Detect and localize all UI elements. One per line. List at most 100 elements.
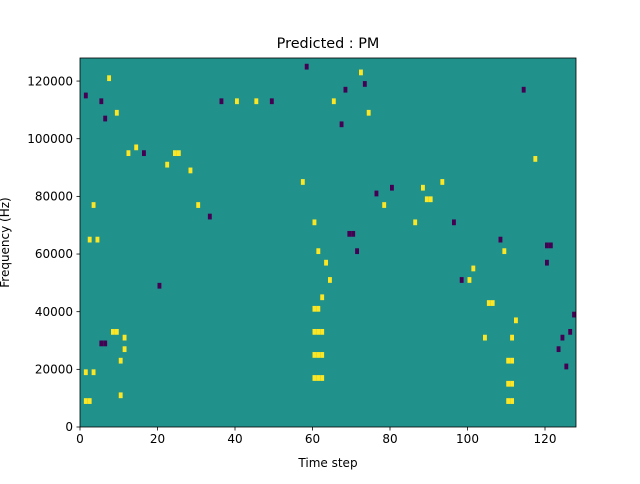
heatmap-cell [510, 334, 515, 341]
heatmap-cell [467, 277, 472, 283]
heatmap-cell [440, 179, 445, 185]
heatmap-cell [506, 357, 511, 364]
heatmap-cell [510, 357, 515, 364]
heatmap-cell [316, 328, 321, 335]
chart-title: Predicted : PM [277, 36, 380, 52]
heatmap-cell [134, 144, 139, 151]
heatmap-cell [320, 352, 325, 358]
heatmap-cell [173, 150, 177, 157]
heatmap-cell [312, 352, 317, 358]
y-axis-ticks: 0 20000 40000 60000 80000 100000 120000 [27, 74, 80, 434]
heatmap-cell [312, 219, 317, 226]
heatmap-cell [103, 115, 108, 122]
heatmap-cell [114, 109, 119, 116]
heatmap-cell [83, 369, 88, 376]
heatmap-cell [312, 328, 317, 335]
heatmap-cell [176, 150, 181, 157]
heatmap-cell [568, 328, 573, 335]
y-tick-label: 120000 [27, 74, 73, 88]
plot-area [80, 58, 576, 427]
y-tick-label: 60000 [35, 247, 73, 261]
heatmap-cell [560, 334, 565, 341]
y-tick-label: 0 [65, 420, 73, 434]
x-tick-label: 80 [382, 432, 397, 446]
heatmap-cell [548, 242, 553, 249]
plot-frame [79, 57, 577, 428]
heatmap-cell [87, 236, 92, 243]
x-axis-label: Time step [297, 456, 357, 470]
heatmap-cell [362, 81, 367, 87]
heatmap-cell [506, 380, 511, 387]
heatmap-cell [510, 380, 515, 387]
heatmap-cell [564, 363, 569, 370]
heatmap-cell [490, 300, 495, 306]
heatmap-cell [452, 219, 456, 226]
heatmap-cell [572, 311, 577, 318]
heatmap-cell [514, 317, 518, 324]
heatmap-cell [374, 190, 379, 197]
x-tick-label: 40 [227, 432, 242, 446]
heatmap-cell [351, 230, 356, 237]
x-tick-label: 100 [456, 432, 479, 446]
y-tick-label: 100000 [27, 132, 73, 146]
heatmap-cell [157, 282, 162, 289]
heatmap-cell [424, 196, 429, 203]
heatmap-cell [428, 196, 433, 203]
y-axis-label: Frequency (Hz) [0, 197, 12, 288]
heatmap-cell [122, 334, 127, 341]
x-axis-ticks: 0 20 40 60 80 100 120 [76, 427, 556, 446]
heatmap-cell [103, 340, 108, 347]
heatmap-cell [188, 167, 193, 174]
heatmap-cell [320, 375, 325, 381]
heatmap-cell [355, 248, 360, 255]
heatmap-cell [343, 86, 348, 93]
heatmap-cell [91, 202, 96, 208]
heatmap-cell [359, 69, 363, 76]
heatmap-cell [521, 86, 526, 93]
heatmap-cell [87, 398, 92, 404]
heatmap-cell [459, 277, 464, 283]
heatmap-cell [533, 156, 538, 162]
heatmap-cell [83, 92, 88, 99]
heatmap-cell [502, 248, 507, 255]
heatmap-cell [382, 202, 387, 208]
x-tick-label: 0 [76, 432, 84, 446]
heatmap-cell [413, 219, 418, 226]
x-tick-label: 20 [150, 432, 165, 446]
heatmap-cell [118, 357, 123, 364]
y-tick-label: 20000 [35, 363, 73, 377]
heatmap-cell [339, 121, 344, 128]
heatmap-cell [312, 305, 317, 312]
y-tick-label: 80000 [35, 190, 73, 204]
heatmap-cell [126, 150, 131, 157]
heatmap-cell [347, 230, 352, 237]
heatmap-cell [91, 369, 96, 376]
heatmap-cell [269, 98, 274, 105]
heatmap-cell [254, 98, 259, 105]
heatmap-cell [122, 346, 127, 353]
heatmap-cell [219, 98, 224, 105]
x-tick-label: 120 [534, 432, 557, 446]
y-tick-label: 40000 [35, 305, 73, 319]
heatmap-cell [111, 328, 115, 335]
heatmap-cell [196, 202, 201, 208]
heatmap-cell [545, 259, 549, 266]
heatmap-cell [99, 98, 104, 105]
heatmap-cell [320, 294, 325, 301]
heatmap-cell [300, 179, 305, 185]
heatmap-cell [316, 248, 321, 255]
heatmap-cell [324, 259, 329, 266]
heatmap-cell [316, 352, 321, 358]
heatmap-cells [83, 63, 577, 404]
heatmap-cell [118, 392, 123, 399]
heatmap-cell [114, 328, 119, 335]
heatmap-cell [331, 98, 336, 105]
heatmap-cell [510, 398, 515, 404]
heatmap-cell [235, 98, 239, 105]
heatmap-cell [316, 375, 321, 381]
heatmap-cell [421, 184, 425, 191]
heatmap-cell [471, 265, 476, 272]
heatmap-cell [316, 305, 321, 312]
heatmap-cell [556, 346, 561, 353]
